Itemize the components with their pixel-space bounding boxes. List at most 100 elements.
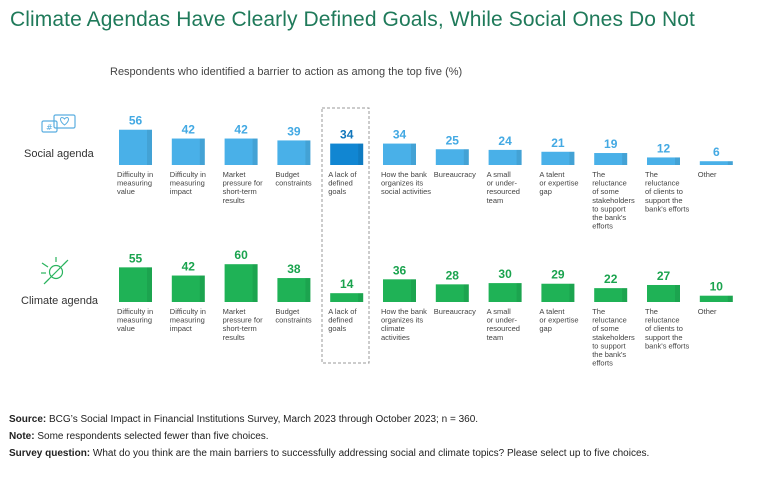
- source-text: BCG’s Social Impact in Financial Institu…: [49, 414, 479, 425]
- social-bar-2: [171, 138, 205, 165]
- climate-bar-7: [435, 284, 469, 302]
- climate-category-label-4: Budget constraints: [275, 307, 312, 325]
- social-value-label-12: 6: [713, 145, 720, 159]
- source-note: Source: BCG’s Social Impact in Financial…: [9, 414, 649, 425]
- social-category-label-4: Budget constraints: [275, 170, 312, 188]
- note: Note: Some respondents selected fewer th…: [9, 431, 649, 442]
- social-category-label-6: How the bank organizes its social activiti…: [381, 170, 431, 196]
- social-value-label-5: 34: [340, 128, 354, 142]
- climate-category-label-7: Bureaucracy: [434, 307, 476, 316]
- social-category-label-9: A talent or expertise gap: [539, 170, 578, 196]
- climate-value-label-8: 30: [498, 267, 512, 281]
- climate-agenda-label: Climate agenda: [21, 295, 99, 307]
- climate-bar-shade-6: [411, 279, 416, 302]
- chart-subtitle: Respondents who identified a barrier to …: [110, 66, 463, 78]
- social-bar-12: [699, 161, 733, 165]
- climate-bar-shade-12: [727, 295, 733, 302]
- social-value-label-8: 24: [498, 134, 512, 148]
- source-label: Source:: [9, 414, 47, 425]
- note-text: Some respondents selected fewer than fiv…: [37, 431, 269, 442]
- climate-category-label-12: Other: [698, 307, 717, 316]
- climate-value-label-5: 14: [340, 277, 354, 291]
- climate-bar-shade-1: [147, 267, 152, 302]
- social-category-label-2: Difficulty in measuring impact: [170, 170, 206, 196]
- social-value-label-9: 21: [551, 136, 565, 150]
- climate-bar-shade-10: [622, 288, 628, 302]
- chart-title: Climate Agendas Have Clearly Defined Goa…: [10, 8, 695, 31]
- climate-value-label-12: 10: [710, 280, 724, 294]
- question-label: Survey question:: [9, 448, 91, 459]
- social-category-label-8: A small or under-resourced team: [487, 170, 520, 205]
- climate-category-label-5: A lack of defined goals: [328, 307, 357, 333]
- climate-bar-1: [119, 267, 152, 302]
- social-agenda-label: Social agenda: [24, 148, 95, 160]
- question-text: What do you think are the main barriers …: [92, 448, 650, 459]
- social-category-label-12: Other: [698, 170, 717, 179]
- climate-bar-10: [594, 288, 628, 302]
- social-bar-11: [647, 157, 680, 165]
- social-bar-shade-8: [516, 149, 522, 165]
- climate-bar-8: [488, 283, 522, 302]
- social-bar-3: [224, 138, 258, 165]
- climate-category-label-1: Difficulty in measuring value: [117, 307, 153, 333]
- climate-bar-shade-7: [463, 284, 469, 302]
- svg-text:#: #: [46, 123, 53, 132]
- climate-bar-shade-5: [358, 293, 364, 302]
- climate-value-label-3: 60: [234, 248, 248, 262]
- social-bar-shade-5: [358, 143, 364, 165]
- social-bar-shade-10: [622, 153, 628, 165]
- social-bar-5: [330, 143, 364, 165]
- climate-category-label-11: The reluctance of clients to support the ban…: [645, 307, 689, 350]
- climate-value-label-7: 28: [446, 268, 460, 282]
- social-bar-7: [435, 149, 469, 165]
- social-value-label-10: 19: [604, 137, 618, 151]
- social-bar-shade-11: [675, 157, 680, 165]
- climate-category-label-9: A talent or expertise gap: [539, 307, 578, 333]
- social-value-label-3: 42: [234, 123, 248, 137]
- climate-bar-12: [699, 295, 733, 302]
- climate-category-label-8: A small or under-resourced team: [487, 307, 520, 342]
- social-value-label-11: 12: [657, 141, 671, 155]
- climate-bar-9: [541, 283, 575, 302]
- social-bar-10: [594, 153, 628, 165]
- social-bar-9: [541, 151, 575, 165]
- climate-category-label-2: Difficulty in measuring impact: [170, 307, 206, 333]
- social-bar-1: [119, 129, 152, 165]
- barrier-chart: # Social agenda Climate agenda 56 Difficu…: [21, 107, 733, 368]
- climate-bar-3: [224, 264, 258, 302]
- social-bar-shade-12: [727, 161, 733, 165]
- climate-agenda-bars: 55 Difficulty in measuring value 42 Difficult…: [117, 248, 733, 368]
- climate-bar-shade-11: [675, 284, 680, 302]
- climate-value-label-9: 29: [551, 268, 565, 282]
- climate-value-label-6: 36: [393, 263, 407, 277]
- climate-bar-shade-8: [516, 283, 522, 302]
- social-bar-shade-4: [305, 140, 311, 165]
- social-category-label-1: Difficulty in measuring value: [117, 170, 153, 196]
- climate-bar-11: [647, 284, 680, 302]
- social-value-label-7: 25: [446, 133, 460, 147]
- climate-bar-4: [277, 278, 311, 302]
- climate-bar-shade-4: [305, 278, 311, 302]
- social-value-label-4: 39: [287, 124, 301, 138]
- climate-bar-shade-3: [252, 264, 258, 302]
- social-category-label-7: Bureaucracy: [434, 170, 476, 179]
- social-bar-4: [277, 140, 311, 165]
- survey-question: Survey question: What do you think are t…: [9, 448, 649, 459]
- climate-value-label-2: 42: [182, 260, 196, 274]
- social-bar-shade-7: [463, 149, 469, 165]
- climate-category-label-6: How the bank organizes its climate activiti…: [381, 307, 427, 342]
- social-value-label-6: 34: [393, 128, 407, 142]
- highlight-box: [321, 107, 370, 364]
- climate-bar-shade-2: [199, 275, 205, 302]
- climate-value-label-11: 27: [657, 269, 671, 283]
- social-bar-6: [383, 143, 416, 165]
- social-media-icon: #: [41, 114, 76, 133]
- social-value-label-1: 56: [129, 114, 143, 128]
- note-label: Note:: [9, 431, 35, 442]
- social-bar-shade-6: [411, 143, 416, 165]
- social-bar-shade-2: [199, 138, 205, 165]
- climate-bar-shade-9: [569, 283, 575, 302]
- social-bar-shade-1: [147, 129, 152, 165]
- climate-category-label-10: The reluctance of some stakeholders to suppo…: [592, 307, 635, 368]
- social-bar-8: [488, 149, 522, 165]
